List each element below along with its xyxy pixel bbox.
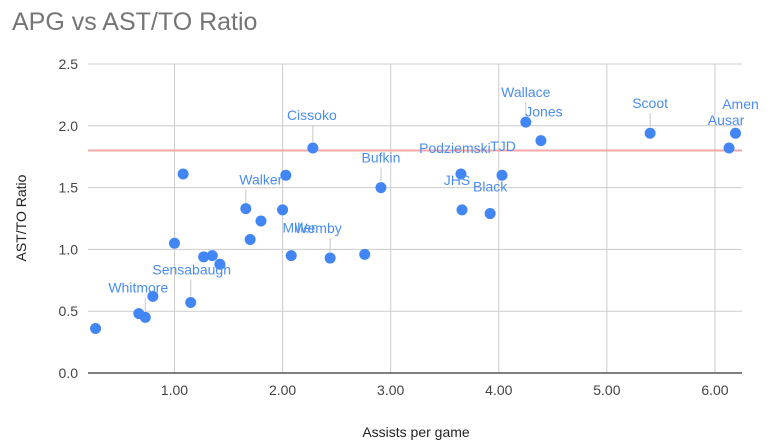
data-point [644, 127, 656, 139]
x-tick-label: 2.00 [269, 382, 296, 398]
data-point [324, 252, 336, 264]
data-point [206, 250, 218, 262]
data-point [496, 169, 508, 181]
data-point [198, 251, 210, 263]
point-label: Sensabaugh [152, 262, 231, 278]
data-point [177, 168, 189, 180]
x-tick-label: 4.00 [485, 382, 512, 398]
point-label: Miller [282, 220, 316, 236]
y-axis-title: AST/TO Ratio [13, 174, 29, 261]
y-tick-label: 2.5 [59, 56, 79, 72]
x-tick-label: 1.00 [161, 382, 188, 398]
data-point [147, 290, 159, 302]
point-layer [90, 116, 742, 335]
data-point [185, 297, 197, 309]
y-tick-label: 0.5 [59, 303, 79, 319]
data-point [277, 204, 289, 216]
data-point [280, 169, 292, 181]
data-point [375, 182, 387, 194]
data-point [520, 116, 532, 128]
x-tick-label: 6.00 [701, 382, 728, 398]
data-point [255, 215, 267, 227]
data-point [214, 258, 226, 270]
data-point [139, 311, 151, 323]
point-label: Wemby [295, 220, 342, 236]
point-label: Bufkin [361, 150, 400, 166]
data-point [535, 135, 547, 147]
data-point [240, 203, 252, 215]
data-point [244, 234, 256, 246]
data-point [455, 168, 467, 180]
point-label: Wallace [501, 84, 550, 100]
data-point [90, 323, 102, 335]
grid-layer [88, 63, 742, 373]
chart-title: APG vs AST/TO Ratio [12, 8, 258, 36]
data-point [168, 237, 180, 249]
x-axis-title: Assists per game [362, 424, 470, 440]
point-label: Whitmore [108, 279, 168, 295]
point-label: Scoot [632, 95, 668, 111]
point-label: Cissoko [287, 107, 337, 123]
point-label: Ausar [708, 112, 745, 128]
data-point [730, 127, 742, 139]
leader-layer [144, 102, 651, 312]
data-point [359, 248, 371, 260]
axis-layer: 0.0 0.5 1.0 1.5 2.0 2.5 1.00 2.00 3.00 4.00 5.00 6.… [59, 56, 742, 398]
point-label: Jones [525, 104, 562, 120]
point-label: Podziemski [419, 140, 491, 156]
y-tick-label: 2.0 [59, 118, 79, 134]
data-point [456, 204, 468, 216]
point-label: Amen [722, 96, 759, 112]
y-tick-label: 1.0 [59, 241, 79, 257]
point-label: Walker [239, 172, 282, 188]
point-label: Black [473, 179, 508, 195]
x-tick-label: 5.00 [593, 382, 620, 398]
data-point [307, 142, 319, 154]
point-label: TJD [490, 138, 516, 154]
x-tick-label: 3.00 [377, 382, 404, 398]
y-tick-label: 1.5 [59, 180, 79, 196]
data-point [723, 142, 735, 154]
point-label: JHS [444, 172, 470, 188]
data-point [285, 250, 297, 262]
data-point [484, 208, 496, 220]
y-tick-label: 0.0 [59, 365, 79, 381]
